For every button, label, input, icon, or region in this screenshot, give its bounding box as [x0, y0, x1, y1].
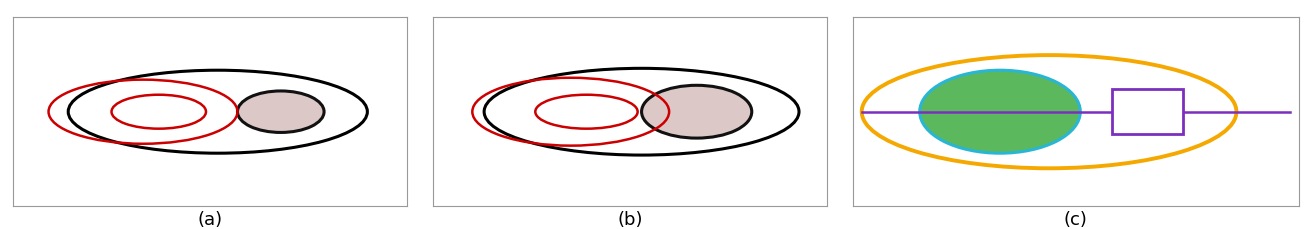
X-axis label: (a): (a) [197, 210, 223, 228]
X-axis label: (b): (b) [617, 210, 643, 228]
X-axis label: (c): (c) [1064, 210, 1088, 228]
Ellipse shape [920, 71, 1080, 153]
Ellipse shape [237, 92, 324, 133]
Ellipse shape [642, 86, 752, 139]
Bar [1111, 90, 1183, 135]
